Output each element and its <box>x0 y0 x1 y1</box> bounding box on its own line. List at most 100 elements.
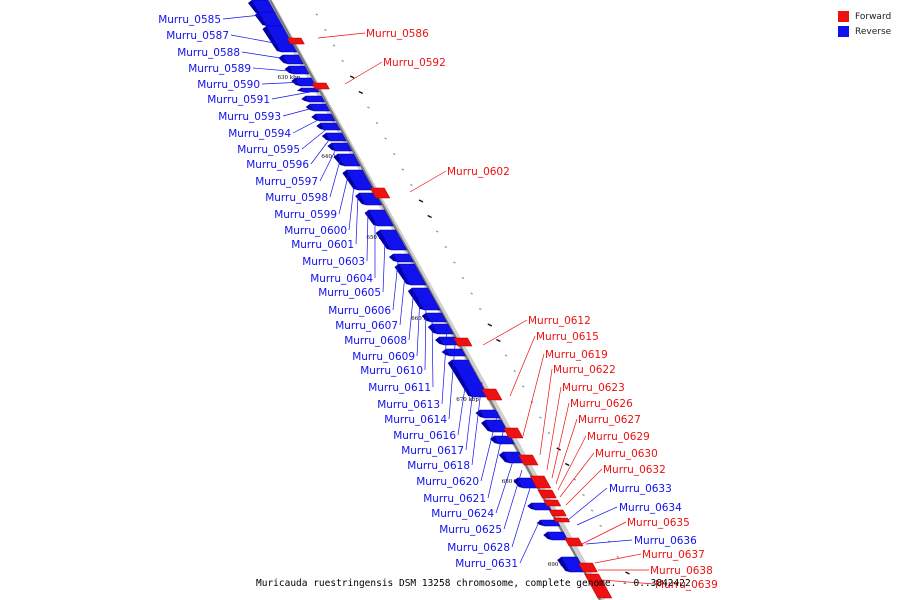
forward-label-leader <box>344 61 383 85</box>
forward-gene-label: Murru_0586 <box>366 28 429 40</box>
reverse-gene-label: Murru_0606 <box>328 305 391 317</box>
reverse-gene-side <box>316 123 325 130</box>
reverse-label-leader <box>301 127 329 150</box>
marker-dash <box>539 416 542 419</box>
forward-label-leader <box>551 402 570 479</box>
marker-dash <box>435 230 439 233</box>
forward-label-leader <box>317 32 366 39</box>
forward-gene-block <box>453 337 473 347</box>
forward-gene-block <box>503 427 524 439</box>
reverse-gene-side <box>248 0 260 14</box>
forward-label-leader <box>539 368 553 456</box>
reverse-gene-side <box>435 337 444 345</box>
reverse-label-leader <box>222 13 271 20</box>
reverse-gene-side <box>311 114 320 121</box>
forward-gene-block <box>564 537 584 547</box>
forward-gene-block <box>529 475 552 489</box>
marker-dash <box>547 431 551 435</box>
reverse-label-leader <box>399 274 406 326</box>
genome-caption: Muricauda ruestringensis DSM 13258 chrom… <box>256 578 691 589</box>
reverse-gene-label: Murru_0608 <box>344 335 407 347</box>
marker-dash <box>521 385 525 388</box>
reverse-gene-side <box>301 96 309 102</box>
reverse-label-leader <box>441 329 448 405</box>
tick-label: 670 kbp <box>456 397 479 403</box>
forward-gene-label: Murru_0592 <box>383 57 446 69</box>
reverse-gene-label: Murru_0609 <box>352 351 415 363</box>
reverse-label-leader <box>252 67 301 73</box>
reverse-label-leader <box>480 411 499 482</box>
forward-gene-block <box>578 562 598 573</box>
reverse-gene-label: Murru_0595 <box>237 144 300 156</box>
legend-forward-label: Forward <box>855 11 892 22</box>
reverse-gene-side <box>427 324 438 334</box>
reverse-gene-label: Murru_0600 <box>284 225 347 237</box>
forward-label-leader <box>565 468 603 506</box>
tick-label: 650 kbp <box>366 235 389 241</box>
reverse-gene-side <box>394 264 411 285</box>
forward-swatch <box>838 11 849 22</box>
marker-dash <box>384 137 387 140</box>
reverse-gene-label: Murru_0621 <box>423 493 486 505</box>
reverse-gene-label: Murru_0589 <box>188 63 251 75</box>
forward-gene-block <box>311 82 330 90</box>
forward-label-leader <box>601 579 655 585</box>
reverse-gene-label: Murru_0604 <box>310 273 373 285</box>
forward-gene-label: Murru_0619 <box>545 349 608 361</box>
reverse-gene-side <box>388 254 398 262</box>
reverse-gene-label: Murru_0634 <box>619 502 682 514</box>
forward-gene-label: Murru_0638 <box>650 565 713 577</box>
reverse-gene-label: Murru_0598 <box>265 192 328 204</box>
reverse-gene-label: Murru_0607 <box>335 320 398 332</box>
reverse-label-leader <box>431 314 434 388</box>
reverse-gene-label: Murru_0587 <box>166 30 229 42</box>
reverse-gene-label: Murru_0588 <box>177 47 240 59</box>
forward-label-leader <box>594 553 642 564</box>
reverse-label-leader <box>319 146 338 182</box>
reverse-gene-label: Murru_0605 <box>318 287 381 299</box>
forward-gene-block <box>369 187 391 199</box>
reverse-label-leader <box>465 371 476 451</box>
reverse-gene-side <box>421 313 431 322</box>
reverse-gene-label: Murru_0593 <box>218 111 281 123</box>
reverse-gene-label: Murru_0585 <box>158 14 221 26</box>
reverse-gene-label: Murru_0599 <box>274 209 337 221</box>
marker-dash <box>392 152 396 156</box>
reverse-label-leader <box>503 469 523 530</box>
forward-label-leader <box>509 335 536 397</box>
reverse-gene-side <box>321 133 331 141</box>
tick-label: 690 kbp <box>548 562 571 568</box>
legend: Forward Reverse <box>838 9 891 39</box>
reverse-gene-label: Murru_0601 <box>291 239 354 251</box>
marker-dash <box>487 323 493 327</box>
tick-label: 640 kbp <box>321 154 344 160</box>
forward-gene-block <box>286 37 305 45</box>
reverse-gene-label: Murru_0617 <box>401 445 464 457</box>
forward-gene-label: Murru_0622 <box>553 364 616 376</box>
tick-label: 680 kbp <box>502 479 525 485</box>
reverse-label-leader <box>348 184 355 231</box>
marker-dash <box>358 90 364 95</box>
marker-dash <box>599 524 602 528</box>
marker-dash <box>470 292 473 295</box>
legend-reverse: Reverse <box>838 24 891 39</box>
reverse-label-leader <box>261 81 306 85</box>
reverse-label-leader <box>416 295 421 357</box>
reverse-label-leader <box>585 539 633 545</box>
forward-gene-block <box>548 509 567 517</box>
marker-dash <box>341 59 344 63</box>
forward-gene-label: Murru_0629 <box>587 431 650 443</box>
forward-label-leader <box>555 418 578 485</box>
forward-label-leader <box>482 319 528 346</box>
forward-gene-block <box>518 454 539 466</box>
reverse-gene-label: Murru_0591 <box>207 94 270 106</box>
reverse-gene-label: Murru_0594 <box>228 128 291 140</box>
reverse-gene-side <box>327 143 336 151</box>
forward-gene-label: Murru_0612 <box>528 315 591 327</box>
reverse-label-leader <box>567 487 608 521</box>
forward-labels: Murru_0586 Murru_0592 Murru_0602 Murru_0612… <box>317 28 718 591</box>
reverse-label-leader <box>366 209 369 262</box>
marker-dash <box>418 199 424 203</box>
marker-dash <box>332 44 336 47</box>
reverse-label-leader <box>448 344 456 420</box>
